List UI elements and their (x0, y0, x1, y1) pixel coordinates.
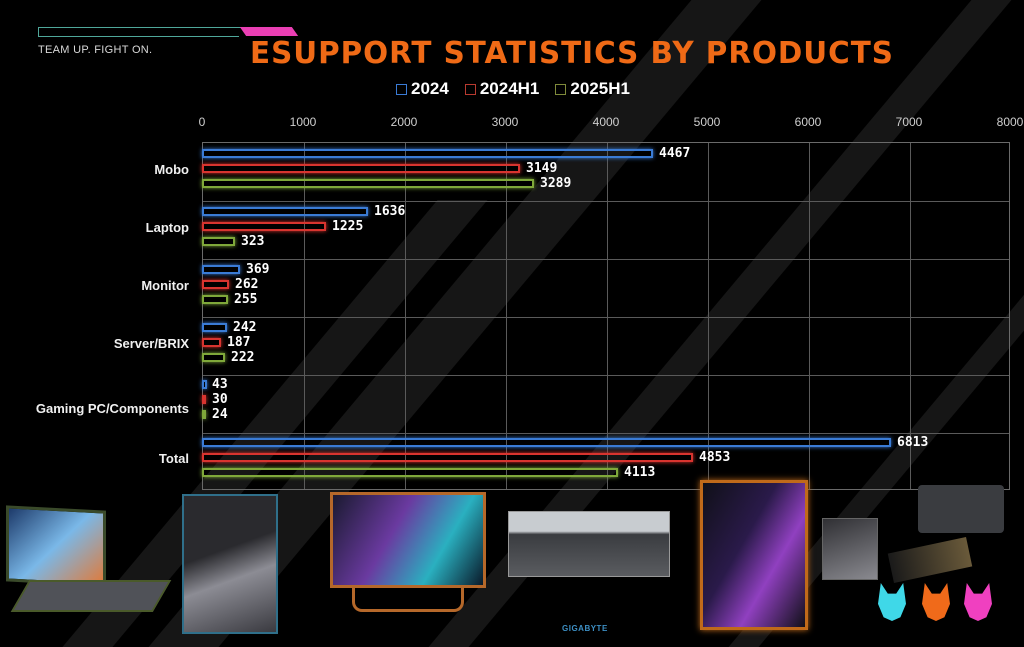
legend-item-2024h1: 2024H1 (464, 79, 540, 99)
bar-2024h1 (202, 164, 520, 173)
x-axis-tick: 8000 (996, 115, 1024, 129)
x-axis-tick: 4000 (592, 115, 620, 129)
bar-value: 242 (233, 320, 257, 335)
legend-swatch-icon (396, 83, 407, 95)
bar-2024 (202, 265, 240, 274)
plot-area (202, 142, 1010, 490)
category-label-gaming-pc: Gaming PC/Components (35, 401, 189, 416)
bar-value: 4853 (699, 450, 731, 465)
bar-value: 4113 (624, 465, 656, 480)
bar-2024h1 (202, 222, 326, 231)
gridline (506, 143, 507, 489)
category-label-server-brix: Server/BRIX (113, 336, 189, 351)
gridline (809, 143, 810, 489)
category-label-monitor: Monitor (141, 278, 189, 293)
bar-value: 1636 (374, 204, 406, 219)
gridline (203, 201, 1009, 202)
legend-swatch-icon (464, 83, 476, 95)
x-axis-tick: 3000 (491, 115, 519, 129)
bar-value: 323 (241, 234, 265, 249)
tagline: TEAM UP. FIGHT ON. (38, 44, 153, 56)
legend-item-2024: 2024 (396, 79, 449, 99)
header-accent-bar (38, 27, 247, 37)
bar-value: 369 (246, 262, 270, 277)
laptop-image (6, 505, 106, 587)
motherboard-image (182, 494, 278, 634)
bar-2025h1 (202, 179, 534, 188)
x-axis-tick: 6000 (794, 115, 822, 129)
legend-item-2025h1: 2025H1 (555, 79, 630, 99)
bar-value: 187 (227, 335, 251, 350)
bar-2025h1 (202, 237, 235, 246)
bar-value: 3289 (540, 176, 572, 191)
chart-legend: 2024 2024H1 2025H1 (396, 79, 630, 99)
component-board-image (887, 537, 973, 583)
gridline (203, 259, 1009, 260)
bar-2025h1 (202, 410, 206, 419)
chart-title: ESUPPORT STATISTICS BY PRODUCTS (250, 36, 894, 71)
bar-value: 255 (234, 292, 258, 307)
legend-label: 2024H1 (479, 79, 540, 98)
bar-2025h1 (202, 353, 225, 362)
gridline (910, 143, 911, 489)
bar-2024 (202, 380, 207, 389)
gridline (607, 143, 608, 489)
monitor-stand-image (352, 588, 464, 612)
bar-2025h1 (202, 468, 618, 477)
bar-2024h1 (202, 453, 693, 462)
bar-2024 (202, 438, 891, 447)
bar-value: 222 (231, 350, 255, 365)
gigabyte-logo: GIGABYTE (562, 624, 608, 633)
gridline (203, 317, 1009, 318)
legend-label: 2025H1 (570, 79, 630, 98)
monitor-image (330, 492, 486, 588)
gridline (203, 433, 1009, 434)
bar-value: 4467 (659, 146, 691, 161)
capture-card-image (822, 518, 878, 580)
x-axis-tick: 7000 (895, 115, 923, 129)
bar-2024h1 (202, 395, 206, 404)
category-label-total: Total (158, 451, 189, 466)
mascot-pink-icon (964, 583, 992, 621)
bar-2024h1 (202, 338, 221, 347)
bar-value: 24 (212, 407, 228, 422)
gridline (304, 143, 305, 489)
bar-2024h1 (202, 280, 229, 289)
x-axis-tick: 1000 (289, 115, 317, 129)
bar-2024 (202, 323, 227, 332)
bar-value: 6813 (897, 435, 929, 450)
mascot-orange-icon (922, 583, 950, 621)
bar-2025h1 (202, 295, 228, 304)
x-axis-tick: 0 (198, 115, 206, 129)
category-label-mobo: Mobo (154, 162, 189, 177)
bar-value: 3149 (526, 161, 558, 176)
x-axis-tick: 5000 (693, 115, 721, 129)
bar-2024 (202, 149, 653, 158)
mascot-cyan-icon (878, 583, 906, 621)
bar-value: 43 (212, 377, 228, 392)
bar-value: 1225 (332, 219, 364, 234)
gridline (203, 375, 1009, 376)
laptop-base-image (10, 580, 172, 612)
legend-swatch-icon (555, 83, 567, 95)
category-label-laptop: Laptop (145, 220, 189, 235)
brix-image (918, 485, 1004, 533)
gaming-pc-image (700, 480, 808, 630)
gridline (405, 143, 406, 489)
bar-2024 (202, 207, 368, 216)
gridline (708, 143, 709, 489)
bar-value: 262 (235, 277, 259, 292)
bar-value: 30 (212, 392, 228, 407)
header-accent-tab (239, 27, 299, 36)
x-axis-tick: 2000 (390, 115, 418, 129)
legend-label: 2024 (411, 79, 449, 98)
server-image (508, 511, 670, 577)
